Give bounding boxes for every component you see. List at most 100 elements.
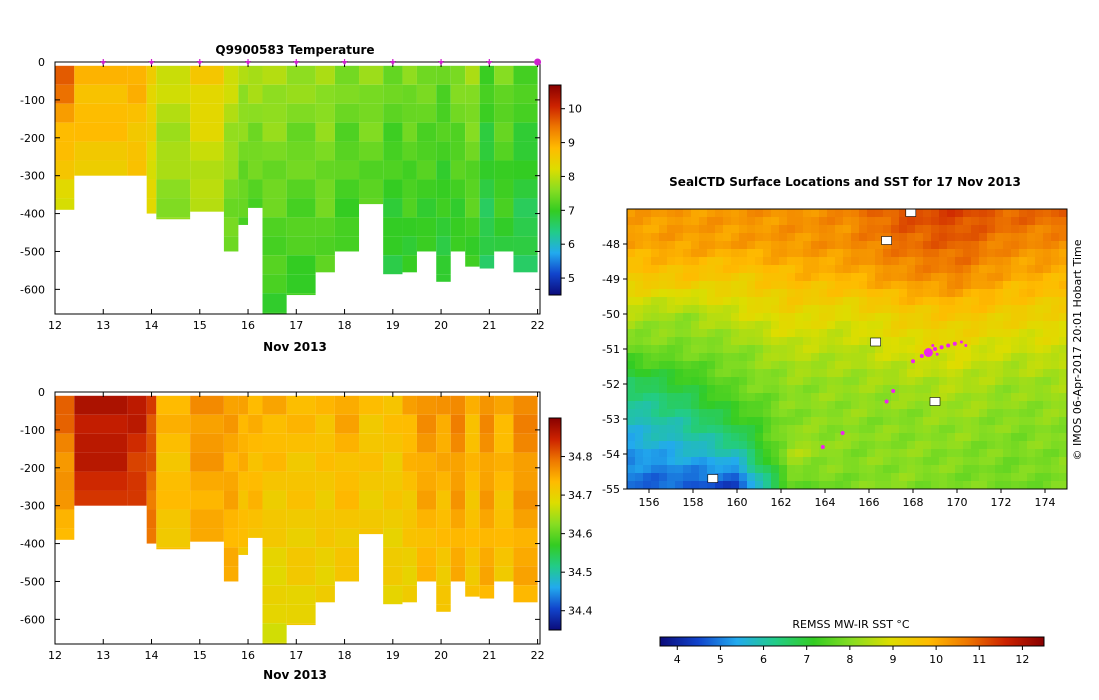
sst-cell	[707, 449, 716, 458]
profile-cell	[223, 198, 239, 218]
profile-cell	[315, 160, 335, 180]
sst-cell	[651, 369, 660, 378]
profile-cell	[248, 395, 263, 415]
profile-cell	[315, 236, 335, 256]
sst-cell	[731, 441, 740, 450]
profile-cell	[479, 395, 495, 415]
sst-cell	[931, 337, 940, 346]
sst-cell	[723, 417, 732, 426]
profile-cell	[402, 160, 417, 180]
profile-cell	[223, 547, 239, 567]
sst-cell	[1035, 217, 1044, 226]
sst-cell	[995, 313, 1004, 322]
sst-cell	[1059, 393, 1067, 402]
profile-cell	[223, 509, 239, 529]
sst-cell	[963, 473, 972, 482]
sst-cell	[707, 241, 716, 250]
sst-cell	[995, 481, 1004, 489]
sst-cell	[947, 465, 956, 474]
sst-cell	[651, 409, 660, 418]
sst-cell	[995, 217, 1004, 226]
sst-cell	[939, 377, 948, 386]
sst-cell	[651, 481, 660, 489]
sst-cell	[843, 281, 852, 290]
sst-cell	[1003, 321, 1012, 330]
sst-cell	[939, 401, 948, 410]
sst-cell	[1027, 249, 1036, 258]
sst-cell	[1011, 233, 1020, 242]
sst-cell	[1035, 313, 1044, 322]
sst-cell	[763, 385, 772, 394]
sst-cell	[715, 377, 724, 386]
profile-cell	[402, 547, 417, 567]
sst-cell	[779, 257, 788, 266]
sst-cell	[763, 345, 772, 354]
sst-cell	[923, 449, 932, 458]
sst-cell	[891, 257, 900, 266]
sst-cell	[763, 281, 772, 290]
profile-cell	[286, 217, 316, 237]
sst-cell	[875, 321, 884, 330]
sst-cell	[835, 209, 844, 218]
sst-cell	[1003, 257, 1012, 266]
sst-cell	[699, 353, 708, 362]
sst-cell	[707, 465, 716, 474]
profile-cell	[513, 198, 538, 218]
sst-cell	[811, 313, 820, 322]
profile-cell	[55, 141, 75, 161]
profile-cell	[450, 528, 466, 548]
sst-cell	[715, 353, 724, 362]
sst-cell	[851, 329, 860, 338]
sst-cell	[979, 241, 988, 250]
sst-cell	[795, 353, 804, 362]
sst-cell	[915, 321, 924, 330]
sst-cell	[971, 209, 980, 218]
sst-cell	[819, 225, 828, 234]
sst-cell	[1011, 329, 1020, 338]
sst-cell	[723, 409, 732, 418]
profile-cell	[436, 395, 451, 415]
sst-cell	[651, 345, 660, 354]
sst-cell	[899, 345, 908, 354]
profile-cell	[383, 585, 403, 605]
sst-cell	[859, 321, 868, 330]
sst-cell	[707, 353, 716, 362]
sst-cell	[891, 217, 900, 226]
sst-cell	[1003, 473, 1012, 482]
sst-cell	[803, 249, 812, 258]
sst-cell	[819, 297, 828, 306]
sst-cell	[931, 233, 940, 242]
sst-cell	[691, 457, 700, 466]
sst-cell	[731, 265, 740, 274]
sst-cell	[923, 273, 932, 282]
sst-cell	[947, 233, 956, 242]
profile-cell	[494, 179, 514, 199]
sst-cell	[1043, 441, 1052, 450]
profile-cell	[479, 122, 495, 142]
sst-cell	[827, 241, 836, 250]
sst-cell	[971, 289, 980, 298]
sst-cell	[1051, 233, 1060, 242]
profile-cell	[416, 528, 437, 548]
sst-cell	[723, 465, 732, 474]
profile-cell	[465, 84, 480, 104]
sst-cell	[827, 433, 836, 442]
sst-cell	[947, 393, 956, 402]
sst-cell	[795, 265, 804, 274]
sst-cell	[1051, 305, 1060, 314]
sst-cell	[723, 289, 732, 298]
sst-cell	[691, 465, 700, 474]
sst-cell	[915, 313, 924, 322]
sst-cell	[635, 321, 644, 330]
sst-cell	[747, 233, 756, 242]
profile-cell	[190, 528, 224, 542]
sst-cell	[891, 281, 900, 290]
sst-cell	[923, 393, 932, 402]
sst-cell	[803, 241, 812, 250]
sst-cell	[827, 481, 836, 489]
sst-cell	[635, 425, 644, 434]
profile-cell	[55, 490, 75, 510]
sst-cell	[691, 225, 700, 234]
sst-cell	[651, 361, 660, 370]
sst-cell	[875, 257, 884, 266]
